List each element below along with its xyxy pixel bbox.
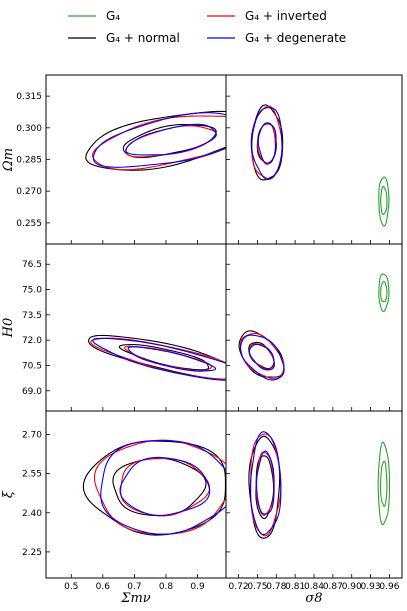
y-tick-label: 2.55 <box>22 470 42 480</box>
contour-outer <box>100 439 226 536</box>
contour-outer <box>239 332 285 380</box>
contour-inner <box>380 460 388 507</box>
contours <box>82 104 391 539</box>
x-tick-label: 0.87 <box>323 582 343 592</box>
x-tick-label: 0.93 <box>361 582 381 592</box>
y-axis-label: ξ <box>1 490 16 498</box>
x-tick-label: 0.8 <box>159 582 174 592</box>
contour-inner <box>256 450 275 515</box>
panel-frame <box>45 410 227 579</box>
contour-series-3 <box>249 431 282 536</box>
y-tick-label: 2.70 <box>22 430 42 440</box>
y-tick-label: 75.0 <box>22 286 42 296</box>
contour-series-1 <box>88 334 226 380</box>
contour-outer <box>251 107 283 181</box>
contour-series-3 <box>239 334 285 381</box>
legend-entry: G₄ <box>106 9 120 23</box>
x-tick-label: 0.75 <box>247 582 267 592</box>
contour-inner <box>122 123 217 159</box>
contour-outer <box>93 439 226 535</box>
contour-series-2 <box>239 332 285 380</box>
contour-outer <box>92 337 226 381</box>
contour-outer <box>238 330 285 378</box>
contour-outer <box>92 112 226 168</box>
contour-series-3 <box>92 337 226 381</box>
y-tick-label: 2.25 <box>22 548 42 558</box>
x-tick-label: 0.9 <box>190 582 205 592</box>
legend-entry: G₄ + inverted <box>245 9 327 23</box>
x-tick-label: 0.81 <box>285 582 305 592</box>
contour-series-2 <box>90 337 226 381</box>
x-tick-label: 0.72 <box>229 582 249 592</box>
contour-inner <box>248 343 275 370</box>
contour-inner <box>112 457 207 517</box>
x-axis-label: σ8 <box>305 591 322 606</box>
panel-frame <box>45 243 227 412</box>
contour-series-0 <box>377 441 391 526</box>
contour-outer <box>90 337 226 381</box>
y-tick-label: 2.40 <box>22 509 42 519</box>
contour-series-1 <box>238 330 285 378</box>
x-tick-label: 0.6 <box>96 582 111 592</box>
contour-outer <box>378 176 390 227</box>
contour-inner <box>119 456 211 516</box>
contour-outer <box>377 441 391 526</box>
contour-inner <box>125 123 217 156</box>
ticks: 0.5 0.6 0.7 0.8 0.9 0.720.750.780.810.840.870… <box>16 92 399 592</box>
contour-series-0 <box>378 176 390 227</box>
x-tick-label: 0.78 <box>266 582 286 592</box>
y-tick-label: 69.0 <box>22 387 42 397</box>
y-axis-label: Ωm <box>1 148 16 172</box>
contour-inner <box>127 346 217 372</box>
x-tick-label: 0.5 <box>64 582 78 592</box>
x-tick-label: 0.90 <box>342 582 362 592</box>
contour-inner <box>380 185 388 216</box>
contour-series-0 <box>378 273 390 313</box>
contour-inner <box>257 122 277 164</box>
x-tick-label: 0.84 <box>304 582 324 592</box>
contour-outer <box>378 273 390 313</box>
contour-series-1 <box>85 110 226 171</box>
contour-outer <box>239 334 285 381</box>
y-tick-label: 0.300 <box>16 124 42 134</box>
y-tick-label: 73.5 <box>22 311 42 321</box>
contour-outer <box>88 334 226 380</box>
contour-inner <box>118 344 210 371</box>
y-tick-label: 72.0 <box>22 336 42 346</box>
contour-outer <box>249 431 282 536</box>
contour-series-3 <box>251 107 283 181</box>
y-tick-label: 0.315 <box>16 92 42 102</box>
contour-series-3 <box>100 439 226 536</box>
x-axis-label: Σmν <box>120 591 151 606</box>
panel-frame <box>225 243 403 412</box>
contour-outer <box>91 115 226 171</box>
y-tick-label: 0.285 <box>16 156 42 166</box>
legend: G₄ G₄ + normal G₄ + inverted G₄ + degenerat… <box>68 9 346 45</box>
y-tick-label: 76.5 <box>22 260 42 270</box>
legend-entry: G₄ + degenerate <box>245 31 346 45</box>
contour-inner <box>380 280 388 303</box>
y-tick-label: 70.5 <box>22 361 42 371</box>
y-axis-label: H0 <box>1 318 16 339</box>
contour-series-2 <box>91 115 226 171</box>
contour-outer <box>85 110 226 171</box>
y-tick-label: 0.270 <box>16 187 42 197</box>
x-tick-label: 0.96 <box>379 582 399 592</box>
axis-labels: Σmν σ8 Ωm H0 ξ <box>1 148 323 606</box>
x-tick-label: 0.7 <box>127 582 141 592</box>
y-tick-label: 0.255 <box>16 219 42 229</box>
contour-series-3 <box>92 112 226 168</box>
contour-inner <box>125 125 217 158</box>
contour-outer <box>248 435 281 539</box>
legend-entry: G₄ + normal <box>106 31 180 45</box>
panel-frame <box>225 410 403 579</box>
panel-frame <box>45 74 227 245</box>
contour-inner <box>248 343 275 371</box>
